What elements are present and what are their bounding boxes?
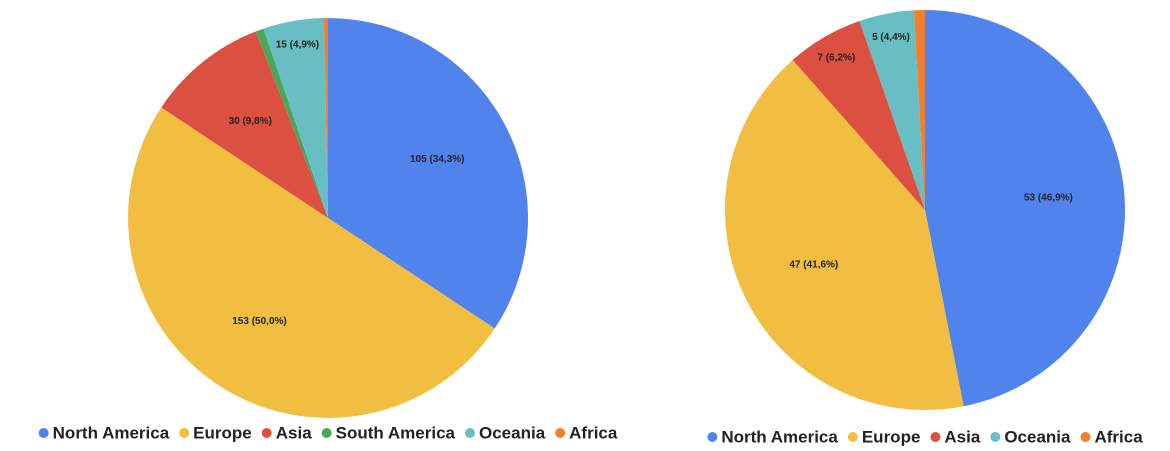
legend-marker	[707, 432, 718, 442]
legend-marker	[38, 428, 49, 438]
value-label: 15 (4,9%)	[276, 39, 319, 50]
legend-marker	[847, 432, 858, 442]
legend-marker	[261, 428, 272, 438]
legend-label: Asia	[276, 423, 312, 442]
legend-label: North America	[721, 427, 838, 446]
legend-label: Africa	[1094, 427, 1143, 446]
legend-label: South America	[336, 423, 456, 442]
legend-marker	[321, 428, 332, 438]
legend-label: Africa	[569, 423, 618, 442]
legend-label: Asia	[944, 427, 980, 446]
legend: North America Europe Asia Oceania Africa	[707, 427, 1143, 446]
value-label: 105 (34,3%)	[410, 154, 464, 165]
pie-slice	[859, 10, 925, 210]
pie-slice	[323, 18, 328, 218]
legend-marker	[930, 432, 941, 442]
legend-marker	[990, 432, 1001, 442]
pie-slice	[263, 18, 328, 218]
legend-label: Europe	[193, 423, 252, 442]
pie-slice	[255, 28, 328, 219]
legend-marker	[179, 428, 190, 438]
pie-slice	[328, 18, 528, 329]
pie-slice	[161, 31, 328, 218]
legend-marker	[465, 428, 475, 438]
value-label: 5 (4,4%)	[872, 32, 910, 43]
value-label: 7 (6,2%)	[817, 53, 855, 64]
legend-label: Oceania	[1004, 427, 1071, 446]
pie-slice	[925, 10, 1125, 407]
legend: North America Europe Asia South America Ocea…	[38, 423, 618, 442]
legend-label: Oceania	[479, 423, 546, 442]
value-label: 47 (41,6%)	[789, 260, 838, 271]
legend-marker	[1080, 432, 1091, 442]
value-label: 153 (50,0%)	[232, 316, 286, 327]
pie-slice	[128, 107, 495, 418]
pie-slice	[913, 10, 925, 210]
pie-slice	[725, 60, 964, 411]
pie-slice	[792, 21, 925, 211]
legend-label: North America	[53, 423, 170, 442]
value-label: 53 (46,9%)	[1024, 193, 1073, 204]
value-label: 30 (9,8%)	[229, 116, 272, 127]
legend-marker	[555, 428, 566, 438]
legend-label: Europe	[862, 427, 921, 446]
